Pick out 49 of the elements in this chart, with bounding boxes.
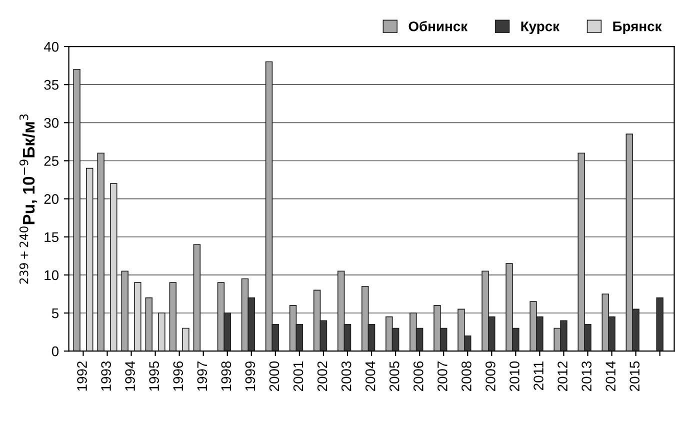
x-tick-label: 2012 xyxy=(558,362,568,392)
x-tick-label: 2011 xyxy=(534,361,544,390)
x-tick-label: 1999 xyxy=(245,361,256,391)
bar xyxy=(182,328,190,352)
y-tick-label: 30 xyxy=(44,118,59,128)
y-axis-title: $^{239+240}$Pu, 10$^{−9}$Бк/м$^{3}$ xyxy=(19,114,38,284)
x-tick-label: 2004 xyxy=(365,361,376,392)
bar xyxy=(97,152,104,352)
x-tick-label: 2002 xyxy=(317,362,328,392)
x-tick-label: 1997 xyxy=(197,362,208,391)
legend-label: Брянск xyxy=(613,22,662,34)
legend-label: Курск xyxy=(521,22,560,34)
bar xyxy=(656,297,664,352)
bar xyxy=(169,282,177,352)
x-tick-label: 2009 xyxy=(486,361,496,392)
x-tick-label: 1996 xyxy=(173,361,184,391)
x-tick-label: 1995 xyxy=(149,361,160,391)
x-tick-label: 2010 xyxy=(510,361,520,392)
bar xyxy=(134,282,142,352)
x-tick-label: 2006 xyxy=(413,361,424,392)
bar xyxy=(73,68,80,352)
x-tick-label: 2015 xyxy=(630,361,640,392)
x-tick-label: 1994 xyxy=(125,361,135,391)
legend-label: Обнинск xyxy=(408,20,468,32)
x-tick-label: 2007 xyxy=(437,362,448,392)
y-tick-label: 5 xyxy=(52,308,58,318)
y-tick-label: 0 xyxy=(52,346,59,356)
bar xyxy=(86,168,94,352)
x-tick-label: 1998 xyxy=(221,361,232,391)
y-tick-label: 20 xyxy=(44,194,59,204)
x-tick-label: 2005 xyxy=(389,361,400,392)
x-tick-label: 2013 xyxy=(582,361,592,392)
bar xyxy=(158,312,166,352)
bar xyxy=(110,183,118,352)
x-tick-label: 1992 xyxy=(77,362,87,391)
y-tick-label: 35 xyxy=(44,80,58,90)
bar xyxy=(145,297,153,352)
bar xyxy=(121,270,128,352)
x-tick-label: 1993 xyxy=(101,361,111,391)
y-tick-label: 25 xyxy=(44,156,58,166)
y-tick-label: 40 xyxy=(44,42,59,52)
y-tick-label: 15 xyxy=(44,232,58,242)
bar xyxy=(193,244,201,352)
x-tick-label: 2001 xyxy=(293,361,304,392)
x-tick-label: 2000 xyxy=(269,361,280,392)
x-tick-label: 2008 xyxy=(462,361,472,392)
x-tick-label: 2014 xyxy=(606,361,616,392)
x-tick-label: 2003 xyxy=(341,361,352,392)
y-tick-label: 10 xyxy=(44,270,59,280)
